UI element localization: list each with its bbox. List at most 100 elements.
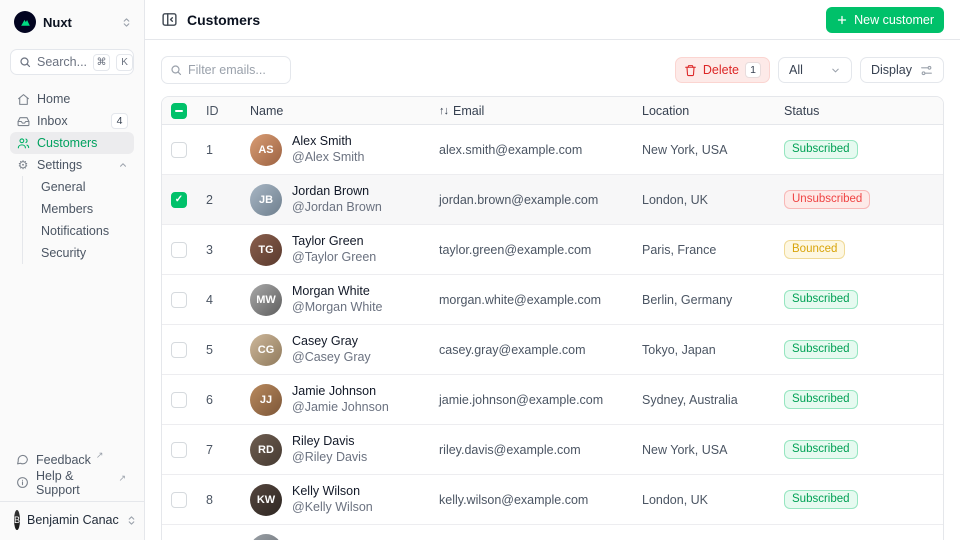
page-header: Customers New customer: [145, 0, 960, 40]
cell-id: 2: [206, 192, 213, 207]
table-header-row: ID Name ↑↓ Email Location Status: [162, 97, 943, 125]
filter-emails-field[interactable]: [161, 56, 291, 84]
customer-name: Morgan White: [292, 283, 370, 298]
cell-status: Subscribed: [784, 389, 934, 410]
row-actions-menu-icon[interactable]: ⋮: [934, 288, 943, 311]
inbox-icon: [16, 115, 30, 128]
delete-label: Delete: [702, 63, 739, 77]
row-actions-menu-icon[interactable]: ⋮: [934, 438, 943, 461]
cell-id: 3: [206, 242, 213, 257]
row-actions-menu-icon[interactable]: ⋮: [934, 138, 943, 161]
row-checkbox[interactable]: [171, 141, 187, 158]
display-button[interactable]: Display: [860, 57, 944, 83]
nuxt-logo-icon: [14, 11, 36, 33]
page-title: Customers: [187, 11, 261, 28]
row-checkbox[interactable]: [171, 441, 187, 458]
header-email[interactable]: Email: [453, 103, 485, 118]
row-checkbox[interactable]: [171, 391, 187, 408]
sidebar-item-label: Customers: [37, 136, 98, 150]
row-actions-menu-icon[interactable]: ⋮: [934, 488, 943, 511]
customer-name: Taylor Green: [292, 233, 364, 248]
sidebar-item-settings[interactable]: ⚙ Settings: [10, 154, 134, 176]
search-input[interactable]: Search... ⌘ K: [10, 49, 134, 75]
cell-id: 6: [206, 392, 213, 407]
table-row[interactable]: 5 CG Casey Gray @Casey Gray casey.gray@e…: [162, 325, 943, 375]
sidebar-item-members[interactable]: Members: [23, 198, 134, 220]
collapse-sidebar-icon[interactable]: [161, 11, 178, 28]
sidebar-item-general[interactable]: General: [23, 176, 134, 198]
cell-location: Sydney, Australia: [642, 392, 738, 407]
status-badge: Bounced: [784, 239, 846, 260]
header-location: Location: [642, 103, 690, 118]
sidebar-spacer: [10, 264, 134, 448]
row-checkbox[interactable]: [171, 241, 187, 258]
cell-location: Tokyo, Japan: [642, 342, 716, 357]
feedback-link[interactable]: Feedback ↗: [10, 448, 134, 471]
users-icon: [16, 137, 30, 150]
sidebar-item-label: Home: [37, 92, 71, 106]
table-row[interactable]: 7 RD Riley Davis @Riley Davis riley.davi…: [162, 425, 943, 475]
cell-status: Bounced: [784, 239, 934, 260]
cell-location: New York, USA: [642, 442, 728, 457]
cell-status: Subscribed: [784, 489, 934, 510]
sidebar-item-notifications[interactable]: Notifications: [23, 220, 134, 242]
cell-name: KW Kelly Wilson @Kelly Wilson: [250, 483, 439, 516]
sidebar-item-security[interactable]: Security: [23, 242, 134, 264]
table-row[interactable]: 4 MW Morgan White @Morgan White morgan.w…: [162, 275, 943, 325]
new-customer-button[interactable]: New customer: [826, 6, 944, 33]
row-actions-menu-icon[interactable]: ⋮: [934, 338, 943, 361]
user-menu[interactable]: B Benjamin Canac: [10, 508, 135, 532]
help-support-link[interactable]: Help & Support ↗: [10, 469, 134, 497]
table-row[interactable]: 1 AS Alex Smith @Alex Smith alex.smith@e…: [162, 125, 943, 175]
inbox-count-badge: 4: [111, 113, 128, 129]
table-row[interactable]: 3 TG Taylor Green @Taylor Green taylor.g…: [162, 225, 943, 275]
sidebar-item-label: Inbox: [37, 114, 68, 128]
workspace-switcher[interactable]: Nuxt: [10, 9, 134, 35]
table-row[interactable]: 2 JB Jordan Brown @Jordan Brown jordan.b…: [162, 175, 943, 225]
status-filter-select[interactable]: All: [778, 57, 852, 83]
avatar: MW: [250, 283, 282, 316]
cell-id: 1: [206, 142, 213, 157]
row-checkbox[interactable]: [171, 491, 187, 508]
avatar: RD: [250, 433, 282, 466]
filter-emails-input[interactable]: [188, 63, 282, 77]
customer-handle: @Jamie Johnson: [292, 399, 389, 414]
sidebar-item-inbox[interactable]: Inbox 4: [10, 110, 134, 132]
row-actions-menu-icon[interactable]: ⋮: [934, 238, 943, 261]
sidebar-item-label: Settings: [37, 158, 83, 172]
sort-icon: ↑↓: [439, 104, 449, 117]
header-name: Name: [250, 103, 284, 118]
sidebar-item-customers[interactable]: Customers: [10, 132, 134, 154]
row-actions-menu-icon[interactable]: ⋮: [934, 388, 943, 411]
table-row[interactable]: ⋮: [162, 525, 943, 540]
customer-handle: @Kelly Wilson: [292, 499, 373, 514]
header-id: ID: [206, 103, 219, 118]
customer-handle: @Morgan White: [292, 299, 383, 314]
row-checkbox[interactable]: [171, 191, 187, 208]
sidebar-item-home[interactable]: Home: [10, 88, 134, 110]
row-checkbox[interactable]: [171, 341, 187, 358]
delete-button[interactable]: Delete 1: [674, 57, 770, 83]
search-icon: [170, 64, 182, 76]
table-row[interactable]: 8 KW Kelly Wilson @Kelly Wilson kelly.wi…: [162, 475, 943, 525]
cell-location: New York, USA: [642, 142, 728, 157]
customer-name: Alex Smith: [292, 133, 352, 148]
info-circle-icon: [16, 476, 29, 489]
kbd-meta: ⌘: [93, 53, 111, 71]
status-badge: Subscribed: [784, 139, 858, 160]
trash-icon: [684, 64, 697, 77]
avatar: JJ: [250, 383, 282, 416]
comment-icon: [16, 453, 29, 466]
select-all-checkbox[interactable]: [171, 102, 187, 119]
cell-status: Subscribed: [784, 289, 934, 310]
home-icon: [16, 93, 30, 106]
chevron-down-icon: [830, 65, 841, 76]
cell-email: riley.davis@example.com: [439, 442, 581, 457]
customer-name: Riley Davis: [292, 433, 355, 448]
row-checkbox[interactable]: [171, 291, 187, 308]
table-row[interactable]: 6 JJ Jamie Johnson @Jamie Johnson jamie.…: [162, 375, 943, 425]
avatar: AS: [250, 133, 282, 166]
cell-email: kelly.wilson@example.com: [439, 492, 589, 507]
user-name: Benjamin Canac: [27, 513, 119, 527]
row-actions-menu-icon[interactable]: ⋮: [934, 188, 943, 211]
